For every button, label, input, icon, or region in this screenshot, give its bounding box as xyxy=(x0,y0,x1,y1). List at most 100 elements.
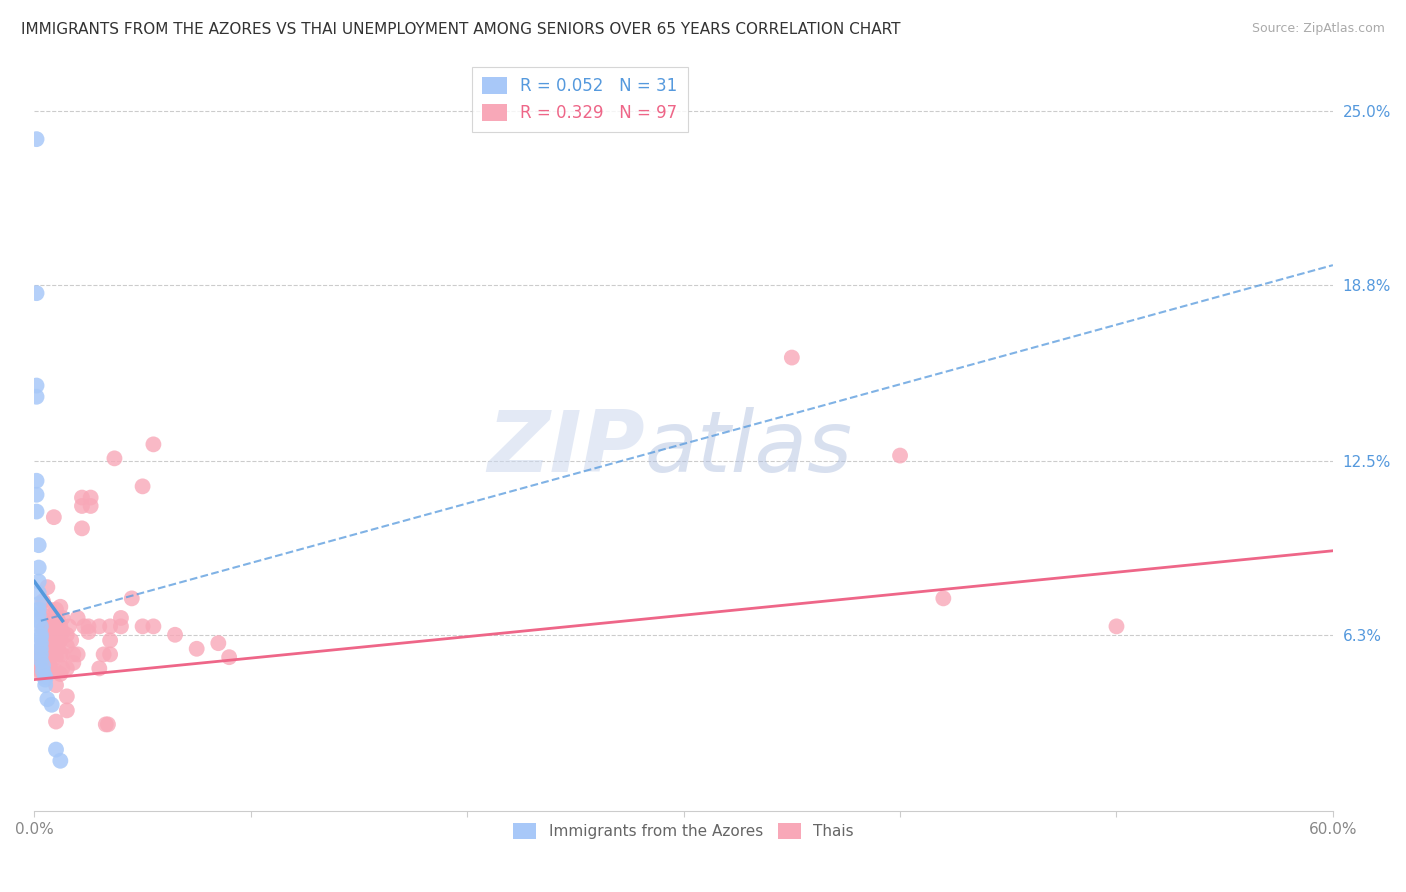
Point xyxy=(780,351,803,365)
Point xyxy=(34,670,56,684)
Point xyxy=(30,653,52,667)
Point xyxy=(66,611,89,625)
Point xyxy=(49,648,72,662)
Point xyxy=(32,608,55,623)
Point xyxy=(34,658,56,673)
Point xyxy=(45,742,67,756)
Point xyxy=(30,628,52,642)
Point xyxy=(25,505,48,519)
Point xyxy=(41,633,63,648)
Text: IMMIGRANTS FROM THE AZORES VS THAI UNEMPLOYMENT AMONG SENIORS OVER 65 YEARS CORR: IMMIGRANTS FROM THE AZORES VS THAI UNEMP… xyxy=(21,22,901,37)
Point xyxy=(89,619,111,633)
Point xyxy=(25,488,48,502)
Point xyxy=(30,648,52,662)
Point xyxy=(42,510,65,524)
Point xyxy=(28,586,51,600)
Point xyxy=(58,619,80,633)
Point xyxy=(79,491,101,505)
Point xyxy=(38,650,60,665)
Point xyxy=(79,499,101,513)
Point xyxy=(41,664,63,678)
Point xyxy=(25,390,48,404)
Point xyxy=(98,648,121,662)
Point xyxy=(186,641,208,656)
Point xyxy=(62,656,84,670)
Point xyxy=(70,499,93,513)
Point xyxy=(97,717,120,731)
Point xyxy=(98,633,121,648)
Point xyxy=(73,619,96,633)
Point xyxy=(38,658,60,673)
Point xyxy=(121,591,143,606)
Point xyxy=(32,658,55,673)
Point xyxy=(28,538,51,552)
Point xyxy=(165,628,187,642)
Point xyxy=(131,619,153,633)
Legend: Immigrants from the Azores, Thais: Immigrants from the Azores, Thais xyxy=(508,817,860,845)
Point xyxy=(41,650,63,665)
Point xyxy=(32,641,55,656)
Point xyxy=(45,678,67,692)
Point xyxy=(28,597,51,611)
Point xyxy=(32,594,55,608)
Point xyxy=(46,633,69,648)
Point xyxy=(46,641,69,656)
Point xyxy=(110,619,132,633)
Point xyxy=(30,636,52,650)
Point xyxy=(131,479,153,493)
Point xyxy=(28,574,51,589)
Point xyxy=(49,599,72,614)
Point xyxy=(49,619,72,633)
Point xyxy=(110,611,132,625)
Point xyxy=(51,611,73,625)
Point xyxy=(28,658,51,673)
Point xyxy=(45,631,67,645)
Point xyxy=(98,619,121,633)
Point xyxy=(45,650,67,665)
Point xyxy=(932,591,955,606)
Point xyxy=(37,580,59,594)
Point xyxy=(218,650,240,665)
Point xyxy=(142,619,165,633)
Point xyxy=(28,608,51,623)
Point xyxy=(37,636,59,650)
Point xyxy=(30,641,52,656)
Point xyxy=(1105,619,1128,633)
Point xyxy=(56,661,79,675)
Point xyxy=(45,664,67,678)
Point xyxy=(32,622,55,636)
Point xyxy=(34,673,56,687)
Point xyxy=(28,602,51,616)
Point xyxy=(38,602,60,616)
Point xyxy=(49,633,72,648)
Point xyxy=(25,650,48,665)
Point xyxy=(56,690,79,704)
Point xyxy=(77,619,100,633)
Point xyxy=(42,619,65,633)
Point xyxy=(70,491,93,505)
Point xyxy=(56,628,79,642)
Point xyxy=(46,614,69,628)
Point xyxy=(25,286,48,301)
Point xyxy=(38,641,60,656)
Point xyxy=(41,641,63,656)
Point xyxy=(60,633,83,648)
Point xyxy=(32,664,55,678)
Point xyxy=(25,378,48,392)
Text: atlas: atlas xyxy=(645,407,852,490)
Point xyxy=(45,619,67,633)
Point xyxy=(94,717,117,731)
Point xyxy=(30,641,52,656)
Point xyxy=(28,560,51,574)
Point xyxy=(28,614,51,628)
Point xyxy=(37,622,59,636)
Point xyxy=(38,628,60,642)
Point xyxy=(89,661,111,675)
Point xyxy=(66,648,89,662)
Point xyxy=(34,641,56,656)
Point xyxy=(30,619,52,633)
Point xyxy=(30,650,52,665)
Text: Source: ZipAtlas.com: Source: ZipAtlas.com xyxy=(1251,22,1385,36)
Point xyxy=(45,602,67,616)
Point xyxy=(51,624,73,639)
